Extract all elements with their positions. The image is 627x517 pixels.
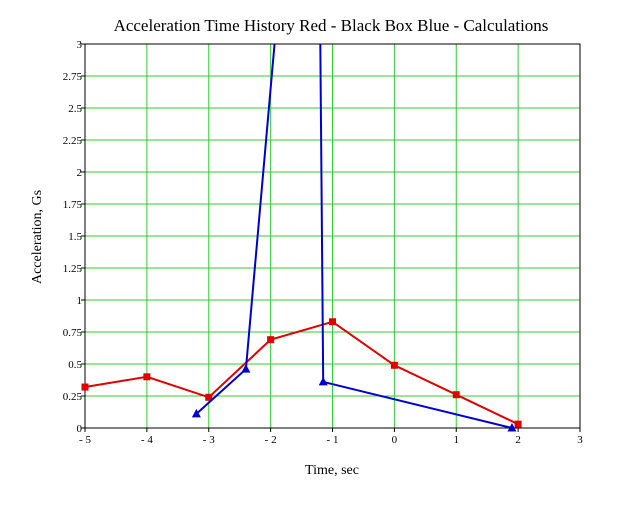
plot-area: - 5 - 4 - 3 - 2 - 1 0 1 2 3 0 0.25 0.5 0.75 1 1.25 1.5 1… [63,39,584,446]
data-point [329,318,336,326]
data-point [514,420,522,428]
y-tick-label: 2.75 [63,71,83,83]
y-tick-label: 0.75 [63,327,83,339]
x-tick-label: 1 [454,434,460,446]
data-point [143,373,151,381]
data-point [241,364,251,373]
y-tick-label: 0 [77,423,83,435]
x-tick-label: 3 [577,434,583,446]
data-point [205,393,213,401]
data-point [390,361,398,369]
data-point [267,336,275,344]
chart-title: Acceleration Time History Red - Black Bo… [114,16,549,35]
data-point [318,376,328,386]
y-axis-label: Acceleration, Gs [30,190,45,284]
data-point [191,408,201,418]
data-point [452,391,460,399]
y-tick-label: 1.75 [63,199,83,211]
y-tick-label: 2.5 [68,103,82,115]
data-point [507,423,517,432]
y-tick-label: 1.25 [63,263,83,275]
y-tick-label: 0.5 [68,359,82,371]
y-tick-label: 1.5 [68,231,82,243]
x-tick-label: 0 [392,434,398,446]
x-tick-label: - 1 [327,434,339,446]
y-tick-label: 2 [77,167,83,179]
x-tick-label: 2 [515,434,521,446]
y-tick-label: 1 [77,295,83,307]
series-line [195,44,513,428]
x-tick-label: - 3 [203,434,215,446]
series-line [85,320,519,426]
x-tick-label: - 5 [79,434,91,446]
y-tick-label: 3 [77,39,83,51]
x-axis-label: Time, sec [305,463,359,478]
y-tick-label: 2.25 [63,135,83,147]
data-point [81,383,89,391]
x-tick-label: - 4 [141,434,153,446]
x-tick-label: - 2 [265,434,277,446]
y-tick-label: 0.25 [63,391,83,403]
